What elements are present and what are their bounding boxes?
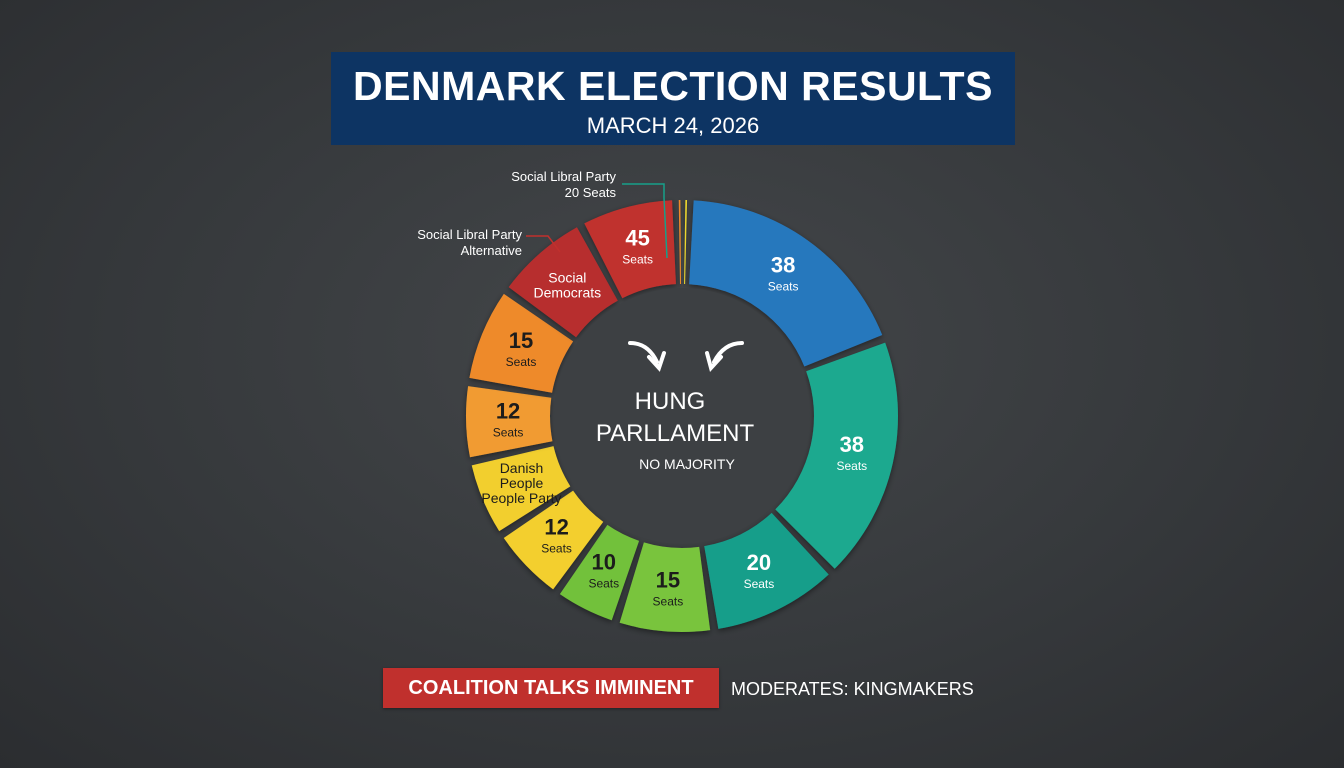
slice-value: 15 — [656, 567, 680, 592]
title-banner: DENMARK ELECTION RESULTS MARCH 24, 2026 — [331, 52, 1015, 145]
slice-label-8: 12 Seats — [493, 399, 524, 440]
slice-label-2: 38 Seats — [836, 432, 867, 473]
slice-13 — [684, 200, 688, 285]
slice-name: People Party — [481, 490, 561, 506]
slice-name: People — [500, 475, 544, 491]
callout-left-leader — [526, 235, 561, 253]
center-line-2: PARLLAMENT — [596, 420, 755, 447]
slice-label-3: 20 Seats — [744, 550, 775, 591]
center-hub — [554, 288, 810, 544]
callout-left-line2: Alternative — [461, 243, 522, 258]
slice-unit: Seats — [768, 279, 799, 293]
slice-12 — [678, 200, 682, 285]
chart-date: MARCH 24, 2026 — [586, 113, 760, 138]
slice-1 — [689, 200, 883, 367]
center-arrows — [628, 341, 744, 373]
slice-11 — [584, 200, 676, 299]
chart-title: DENMARK ELECTION RESULTS — [353, 63, 993, 109]
left-arrow — [628, 341, 659, 364]
slice-unit: Seats — [653, 594, 684, 608]
slice-7 — [471, 446, 571, 532]
slice-value: 45 — [625, 226, 649, 251]
slice-unit: Seats — [836, 459, 867, 473]
kingmakers-note: MODERATES: KINGMAKERS — [731, 679, 974, 699]
slice-value: 12 — [496, 399, 520, 424]
slice-label-9: 15 Seats — [506, 328, 537, 369]
slice-10 — [508, 227, 618, 338]
coalition-badge: COALITION TALKS IMMINENT — [383, 668, 719, 708]
slice-label-1: 38 Seats — [768, 252, 799, 293]
slice-8 — [465, 386, 553, 458]
slice-value: 10 — [592, 549, 616, 574]
center-line-1: HUNG — [635, 388, 706, 415]
slice-unit: Seats — [588, 576, 619, 590]
callout-top-line1: Social Libral Party — [511, 169, 616, 184]
slice-unit: Seats — [493, 426, 524, 440]
callout-left-line1: Social Libral Party — [417, 227, 522, 242]
slice-3 — [704, 512, 829, 629]
slice-name: Social — [548, 270, 586, 286]
slice-4 — [619, 542, 711, 632]
slice-unit: Seats — [622, 253, 653, 267]
callout-top-line2: 20 Seats — [565, 185, 617, 200]
slice-value: 38 — [771, 252, 795, 277]
slice-label-6: 12 Seats — [541, 515, 572, 556]
slice-unit: Seats — [506, 355, 537, 369]
right-arrow — [712, 341, 744, 364]
slice-5 — [559, 524, 640, 621]
slice-name: Danish — [500, 460, 544, 476]
callout-top-leader — [622, 183, 668, 259]
slice-unit: Seats — [744, 577, 775, 591]
slice-value: 15 — [509, 328, 533, 353]
slice-6 — [503, 490, 604, 590]
slice-label-5: 10 Seats — [588, 549, 619, 590]
right-arrowhead — [705, 351, 723, 373]
slice-value: 20 — [747, 550, 771, 575]
left-arrowhead — [647, 351, 666, 372]
slice-9 — [469, 293, 574, 393]
center-line-3: NO MAJORITY — [639, 456, 735, 472]
slice-value: 38 — [840, 432, 864, 457]
slice-name: Democrats — [533, 285, 601, 301]
slice-unit: Seats — [541, 542, 572, 556]
slice-label-4: 15 Seats — [653, 567, 684, 608]
slice-value: 12 — [544, 515, 568, 540]
slice-2 — [775, 342, 898, 569]
slice-label-11: 45 Seats — [622, 226, 653, 267]
